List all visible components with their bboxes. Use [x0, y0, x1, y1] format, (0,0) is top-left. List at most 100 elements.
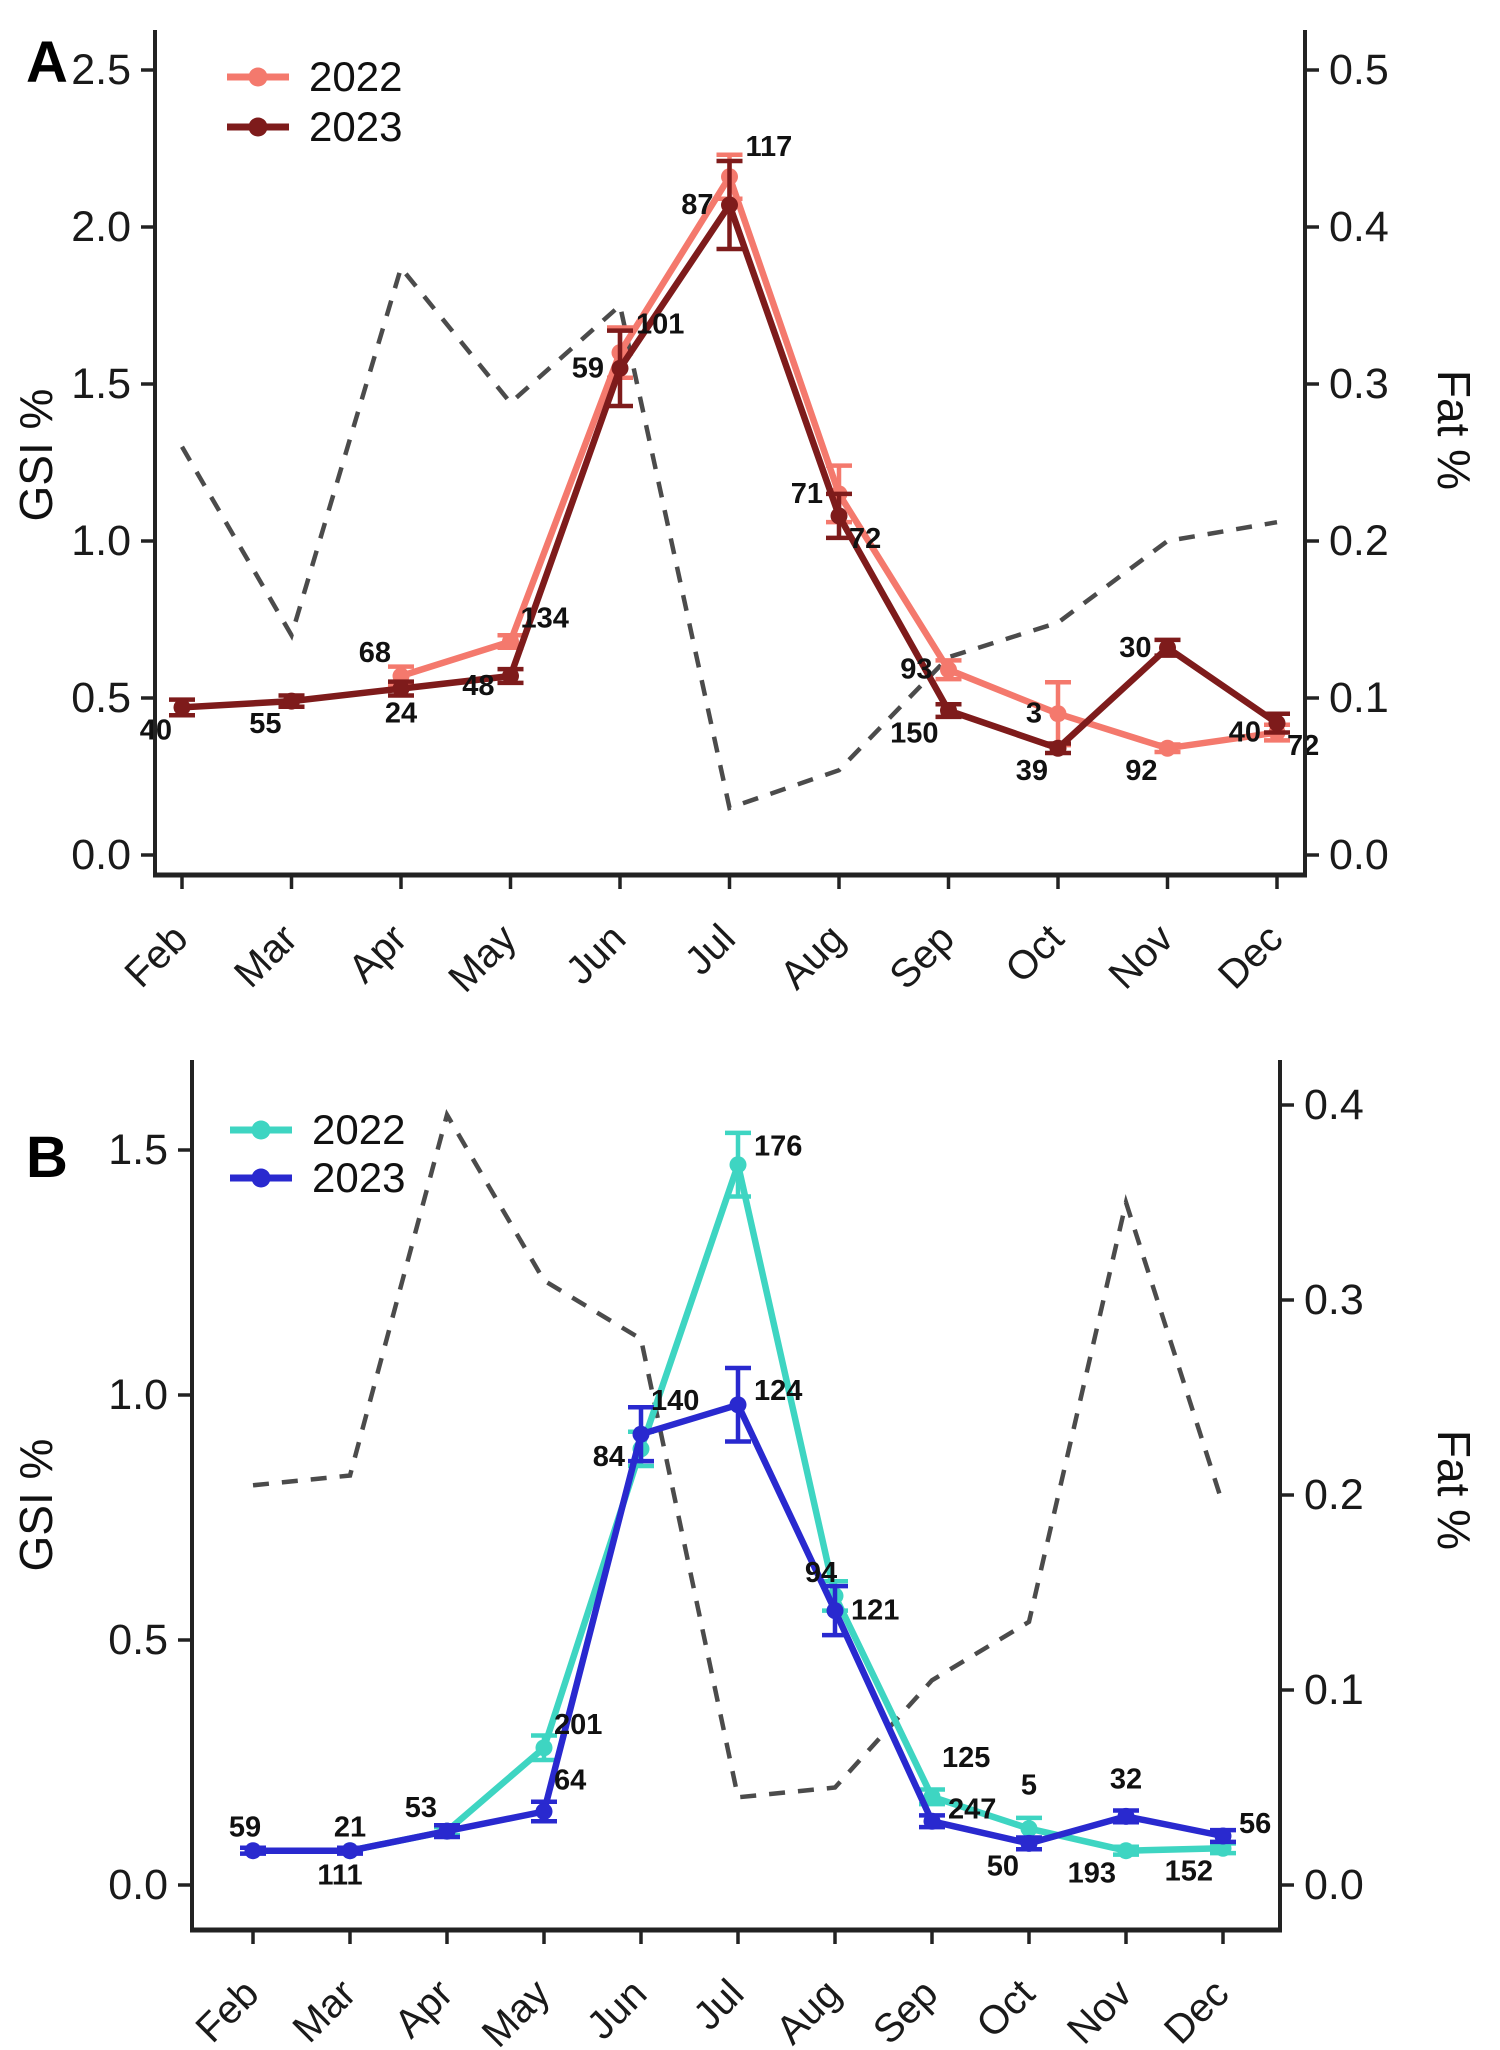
data-point-marker [1020, 1820, 1038, 1838]
left-axis-title: GSI % [10, 389, 62, 522]
right-axis-title: Fat % [1428, 1430, 1480, 1550]
left-axis-tick-label: 1.0 [108, 1371, 168, 1419]
data-point-marker [1159, 739, 1176, 757]
legend-point-swatch [248, 67, 268, 87]
sample-size-label: 64 [554, 1765, 586, 1797]
legend-point-swatch [251, 1120, 271, 1140]
sample-size-label: 3 [1026, 698, 1042, 730]
x-axis-month-label: Oct [997, 916, 1072, 991]
data-point-marker [1117, 1807, 1135, 1825]
x-axis-month-label: Jun [558, 916, 635, 993]
x-axis-month-label: Feb [117, 916, 197, 996]
sample-size-label: 117 [746, 131, 793, 163]
series-2022 [337, 1130, 1236, 1860]
data-point-marker [940, 702, 957, 720]
sample-size-label: 68 [359, 637, 391, 669]
sample-size-label: 140 [651, 1385, 699, 1417]
right-axis-tick-label: 0.0 [1329, 831, 1389, 879]
data-point-marker [1159, 639, 1176, 657]
data-point-marker [502, 632, 519, 650]
sample-size-label: 150 [890, 718, 938, 750]
series-line [253, 1401, 1224, 1854]
data-point-marker [1117, 1842, 1135, 1860]
series-2023 [240, 1365, 1236, 1860]
data-point-marker [341, 1842, 359, 1860]
left-axis-tick-label: 0.0 [108, 1861, 168, 1909]
x-axis-month-label: Dec [1156, 1971, 1237, 2050]
sample-size-label: 24 [385, 698, 417, 730]
right-axis-tick-label: 0.2 [1304, 1471, 1364, 1519]
right-axis-tick-label: 0.0 [1304, 1861, 1364, 1909]
data-point-marker [721, 196, 738, 214]
left-axis-tick-label: 0.5 [71, 674, 131, 722]
data-point-marker [438, 1822, 456, 1840]
sample-size-label: 124 [754, 1375, 802, 1407]
sample-size-label: 40 [1229, 717, 1261, 749]
x-axis-month-label: May [440, 916, 525, 1001]
x-axis-month-label: Nov [1100, 916, 1181, 997]
x-axis-month-label: Apr [386, 1971, 461, 2046]
right-axis-tick-label: 0.1 [1329, 674, 1389, 722]
legend-item-2023: 2023 [227, 103, 402, 150]
legend-item-2022: 2022 [230, 1106, 405, 1153]
sample-size-label: 21 [334, 1812, 366, 1844]
sample-size-label: 201 [554, 1709, 602, 1741]
data-point-marker [729, 1156, 747, 1174]
sample-size-label: 50 [987, 1850, 1019, 1882]
right-axis-tick-label: 0.2 [1329, 517, 1389, 565]
sample-size-label: 56 [1239, 1808, 1271, 1840]
right-axis-tick-label: 0.3 [1329, 360, 1389, 408]
x-axis-month-label: Sep [865, 1971, 946, 2050]
right-axis-title: Fat % [1428, 370, 1480, 490]
sample-size-label: 121 [851, 1595, 899, 1627]
legend-item-2023: 2023 [230, 1154, 405, 1201]
sample-size-label: 94 [805, 1557, 837, 1589]
sample-size-label: 30 [1119, 632, 1151, 664]
data-point-marker [940, 661, 957, 679]
sample-size-label: 247 [948, 1793, 996, 1825]
data-point-marker [923, 1812, 941, 1830]
sample-size-label: 5 [1021, 1770, 1037, 1802]
data-point-marker [535, 1739, 553, 1757]
sample-size-label: 55 [249, 708, 281, 740]
right-axis-tick-label: 0.4 [1329, 203, 1389, 251]
left-axis-tick-label: 1.0 [71, 517, 131, 565]
sample-size-label: 84 [593, 1441, 625, 1473]
legend-label: 2022 [309, 53, 402, 100]
sample-size-label: 125 [942, 1742, 990, 1774]
left-axis-tick-label: 0.0 [71, 831, 131, 879]
panel-A-chart: A681341011177193392404055244859877215039… [10, 30, 1480, 1001]
data-point-marker [632, 1425, 650, 1443]
panel-b-container: B 21 201 84 176 94 125 5 193 152 59 111 53 64 140 124 12… [0, 1025, 1500, 2050]
data-point-marker [244, 1842, 262, 1860]
panel-letter: A [26, 30, 68, 95]
x-axis-month-label: Jun [579, 1971, 656, 2048]
series-line [181, 201, 1279, 752]
data-point-marker [923, 1788, 941, 1806]
sample-size-label: 48 [462, 670, 494, 702]
sample-size-label: 134 [521, 602, 569, 634]
x-axis-month-label: Aug [768, 1971, 849, 2050]
right-axis-tick-label: 0.5 [1329, 46, 1389, 94]
sample-size-label: 72 [849, 523, 881, 555]
legend-point-swatch [248, 117, 268, 137]
sample-size-label: 87 [681, 189, 713, 221]
left-axis-tick-label: 1.5 [71, 360, 131, 408]
axes: 0.0 0.5 1.0 1.5 0.0 0.1 0.2 0.3 0.4 Feb Mar Apr May J… [108, 1060, 1364, 2050]
sample-size-label: 193 [1068, 1858, 1116, 1890]
data-point-marker [392, 680, 410, 698]
x-axis-month-label: Dec [1210, 916, 1291, 997]
legend-label: 2023 [309, 103, 402, 150]
x-axis-month-label: Mar [285, 1971, 365, 2050]
data-point-marker [1214, 1827, 1232, 1845]
series-2023 [169, 158, 1290, 757]
sample-size-label: 59 [572, 352, 604, 384]
data-point-marker [729, 1396, 747, 1414]
series-2022 [388, 152, 1290, 757]
x-axis-month-label: Jul [677, 916, 744, 983]
sample-size-label: 92 [1125, 755, 1157, 787]
right-axis-tick-label: 0.1 [1304, 1666, 1364, 1714]
